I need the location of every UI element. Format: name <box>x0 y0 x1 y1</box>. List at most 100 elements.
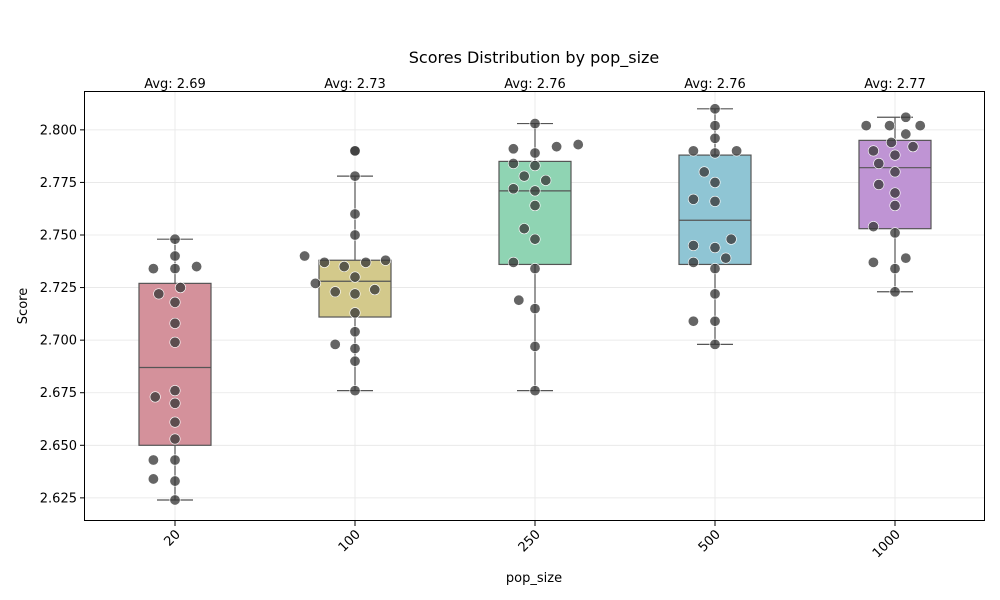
data-point <box>540 174 552 186</box>
data-point <box>349 343 361 355</box>
data-point <box>169 397 181 409</box>
y-tick-label: 2.625 <box>40 491 77 506</box>
data-point <box>709 147 721 159</box>
chart-title: Scores Distribution by pop_size <box>409 48 660 68</box>
average-label: Avg: 2.76 <box>684 77 746 92</box>
data-point <box>169 416 181 428</box>
data-point <box>529 118 541 130</box>
data-point <box>153 288 165 300</box>
data-point <box>169 454 181 466</box>
data-point <box>873 158 885 170</box>
data-point <box>360 256 372 268</box>
data-point <box>507 256 519 268</box>
data-point <box>709 120 721 132</box>
data-point <box>349 229 361 241</box>
data-point <box>349 307 361 319</box>
y-axis-ticks: 2.625 2.650 2.675 2.700 2.725 2.750 2.775 2.800 <box>40 123 85 506</box>
data-point <box>329 286 341 298</box>
data-point <box>709 338 721 350</box>
data-point <box>369 284 381 296</box>
data-point <box>889 149 901 161</box>
data-point <box>900 252 912 264</box>
average-label: Avg: 2.77 <box>864 77 926 92</box>
data-point <box>380 254 392 266</box>
data-point <box>338 261 350 273</box>
data-point <box>529 185 541 197</box>
data-point <box>720 252 732 264</box>
data-point <box>709 263 721 275</box>
x-axis-label: pop_size <box>506 571 562 586</box>
y-tick-label: 2.750 <box>40 229 77 244</box>
data-point <box>709 103 721 115</box>
data-point <box>529 263 541 275</box>
data-point <box>867 256 879 268</box>
x-tick-label: 20 <box>162 527 184 549</box>
data-point <box>687 240 699 252</box>
data-point <box>889 286 901 298</box>
data-point <box>349 326 361 338</box>
data-point <box>731 145 743 157</box>
data-point <box>687 145 699 157</box>
average-label: Avg: 2.73 <box>324 77 386 92</box>
y-tick-label: 2.675 <box>40 386 77 401</box>
data-point <box>318 256 330 268</box>
data-point <box>507 183 519 195</box>
data-point <box>889 263 901 275</box>
data-point <box>169 296 181 308</box>
data-point <box>889 227 901 239</box>
data-points <box>147 103 926 506</box>
data-point <box>873 179 885 191</box>
data-point <box>889 200 901 212</box>
data-point <box>687 315 699 327</box>
data-point <box>709 176 721 188</box>
data-point <box>147 473 159 485</box>
data-point <box>349 145 361 157</box>
x-axis-ticks: 20 100 250 500 1000 <box>162 521 904 561</box>
data-point <box>687 256 699 268</box>
data-point <box>147 454 159 466</box>
data-point <box>529 160 541 172</box>
y-tick-label: 2.650 <box>40 439 77 454</box>
data-point <box>169 385 181 397</box>
data-point <box>885 136 897 148</box>
data-point <box>174 282 186 294</box>
data-point <box>725 233 737 245</box>
data-point <box>349 355 361 367</box>
data-point <box>529 147 541 159</box>
data-point <box>147 263 159 275</box>
data-point <box>149 391 161 403</box>
data-point <box>698 166 710 178</box>
data-point <box>349 271 361 283</box>
data-point <box>867 145 879 157</box>
y-axis-label: Score <box>16 288 31 324</box>
data-point <box>169 494 181 506</box>
data-point <box>867 221 879 233</box>
y-tick-label: 2.725 <box>40 281 77 296</box>
y-tick-label: 2.800 <box>40 123 77 138</box>
data-point <box>900 111 912 123</box>
y-tick-label: 2.775 <box>40 176 77 191</box>
data-point <box>709 132 721 144</box>
data-point <box>529 303 541 315</box>
data-point <box>507 143 519 155</box>
x-tick-label: 1000 <box>870 527 904 561</box>
data-point <box>513 294 525 306</box>
box-iqr <box>498 160 572 266</box>
data-point <box>518 223 530 235</box>
data-point <box>169 233 181 245</box>
y-tick-label: 2.700 <box>40 334 77 349</box>
data-point <box>169 250 181 262</box>
data-point <box>889 187 901 199</box>
average-labels: Avg: 2.69 Avg: 2.73 Avg: 2.76 Avg: 2.76 Avg:… <box>144 77 926 92</box>
data-point <box>709 288 721 300</box>
data-point <box>299 250 311 262</box>
data-point <box>889 166 901 178</box>
data-point <box>169 475 181 487</box>
data-point <box>709 195 721 207</box>
x-tick-label: 100 <box>336 527 364 555</box>
data-point <box>329 338 341 350</box>
plot-frame <box>84 91 985 521</box>
data-point <box>709 315 721 327</box>
data-point <box>884 120 896 132</box>
